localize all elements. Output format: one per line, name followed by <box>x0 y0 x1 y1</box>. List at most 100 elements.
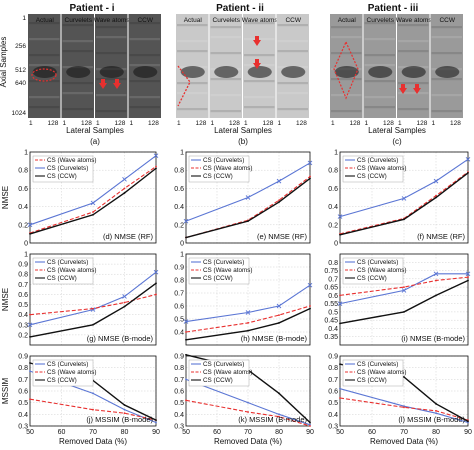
data-point <box>185 378 187 381</box>
lateral-tick-label: 1 <box>398 120 402 127</box>
image-column-label: CCW <box>285 17 301 24</box>
data-point <box>276 178 282 184</box>
series-line <box>29 293 157 316</box>
series-line <box>339 397 469 421</box>
speckle-band <box>29 96 60 99</box>
arrow-marker <box>113 79 121 89</box>
speckle-band <box>62 24 93 27</box>
speckle-band <box>129 106 160 109</box>
ultrasound-image-panel <box>397 14 430 118</box>
x-tick-label: 60 <box>58 429 66 436</box>
speckle-band <box>431 78 462 81</box>
panel-label: (j) MSSIM (B-mode) <box>86 415 153 424</box>
y-tick-label: 0.5 <box>18 400 28 407</box>
arrow-marker <box>99 79 107 89</box>
chart-i: 0.350.40.45 0.50.550.60.65 0.70.750.8 CS (C… <box>324 253 471 346</box>
speckle-band <box>364 106 395 109</box>
x-tick-label: 90 <box>152 429 160 436</box>
data-point <box>155 419 157 422</box>
x-tick-label: 60 <box>368 429 376 436</box>
panel-label: (f) NMSE (RF) <box>417 232 465 241</box>
ultrasound-image-panel <box>95 14 128 118</box>
patient-1-image-group: Actual Curvelets Wave atoms CCW 1 128 1 128 1 128… <box>28 14 161 146</box>
y-tick-label: 0.8 <box>174 168 184 175</box>
speckle-band <box>177 50 208 53</box>
speckle-band <box>364 96 395 99</box>
panel-label: (g) NMSE (B-mode) <box>87 334 154 343</box>
speckle-band <box>210 94 241 97</box>
speckle-band <box>364 80 395 83</box>
y-tick-label: 0.6 <box>174 186 184 193</box>
speckle-band <box>29 22 60 25</box>
speckle-band <box>431 26 462 29</box>
y-tick-label: 0.4 <box>174 412 184 419</box>
image-column-label: Actual <box>184 17 203 24</box>
speckle-band <box>210 36 241 39</box>
y-tick-label: 0.6 <box>328 293 338 300</box>
patient-3-image-group: Actual Curvelets Wave atoms CCW 1 128 1 128 1 128… <box>330 14 463 146</box>
x-tick-label: 90 <box>464 429 472 436</box>
data-point <box>435 409 437 412</box>
legend-label: CS (Wave atoms) <box>47 157 96 164</box>
ultrasound-image-panel <box>61 14 94 118</box>
panel-label: (l) MSSIM (B-mode) <box>398 415 465 424</box>
data-point <box>29 233 31 235</box>
speckle-band <box>277 92 308 95</box>
lateral-tick-label: 1 <box>63 120 67 127</box>
y-tick-label: 0.5 <box>174 317 184 324</box>
speckle-band <box>277 24 308 27</box>
ultrasound-image-panel <box>363 14 396 118</box>
y-tick-label: 0.4 <box>18 204 28 211</box>
speckle-band <box>331 52 362 55</box>
speckle-band <box>331 36 362 39</box>
legend-label: CS (Wave atoms) <box>203 369 252 376</box>
speckle-band <box>331 110 362 113</box>
chart-f: 0 0.2 0.4 0.6 0.8 1 CS (Curvelets)CS (Wave ato… <box>328 150 471 248</box>
data-point <box>339 294 341 297</box>
speckle-band <box>29 54 60 57</box>
x-tick-label: 90 <box>306 429 314 436</box>
image-column-label: Wave atoms <box>396 17 433 24</box>
patient-2-image-group: Actual Curvelets Wave atoms CCW 1 128 1 128 1 128… <box>176 14 309 146</box>
lesion-region <box>180 66 205 78</box>
y-tick-label: 1 <box>180 252 184 259</box>
y-tick-label: 0.55 <box>324 301 338 308</box>
x-tick-label: 60 <box>213 429 221 436</box>
y-tick-label: 0.6 <box>18 389 28 396</box>
series-line <box>185 162 311 222</box>
series-line <box>29 398 157 421</box>
speckle-band <box>398 82 429 85</box>
data-point <box>123 187 126 190</box>
ultrasound-image-panel <box>176 14 209 118</box>
data-point <box>435 412 437 415</box>
image-column-label: Actual <box>36 17 55 24</box>
y-tick-label: 0.3 <box>174 424 184 431</box>
speckle-band <box>431 110 462 113</box>
speckle-band <box>244 54 275 57</box>
y-tick-label: 0.9 <box>18 354 28 361</box>
data-point <box>185 338 187 341</box>
chart-d: 0 0.2 0.4 0.6 0.8 1 CS (Wave atoms)CS (Curvele… <box>1 150 159 248</box>
speckle-band <box>96 78 127 81</box>
axial-tick-label: 640 <box>15 80 26 87</box>
speckle-band <box>129 96 160 99</box>
y-tick-label: 0.35 <box>324 334 338 341</box>
panel-label: (e) NMSE (RF) <box>257 232 307 241</box>
speckle-band <box>62 40 93 43</box>
data-point <box>403 311 405 313</box>
speckle-band <box>210 52 241 55</box>
y-tick-label: 0.7 <box>174 377 184 384</box>
lesion-region <box>66 66 91 78</box>
legend-label: CS (Curvelets) <box>357 361 398 368</box>
y-tick-label: 0.7 <box>328 377 338 384</box>
legend-label: CS (Curvelets) <box>47 165 88 172</box>
legend-label: CS (Wave atoms) <box>357 165 406 172</box>
y-tick-label: 0.2 <box>174 222 184 229</box>
series-line <box>185 307 311 341</box>
data-point <box>122 176 127 182</box>
y-tick-label: 1 <box>24 150 28 157</box>
data-point <box>123 301 126 304</box>
legend-label: CS (Wave atoms) <box>203 267 252 274</box>
lateral-samples-label: Lateral Samples <box>214 126 272 135</box>
